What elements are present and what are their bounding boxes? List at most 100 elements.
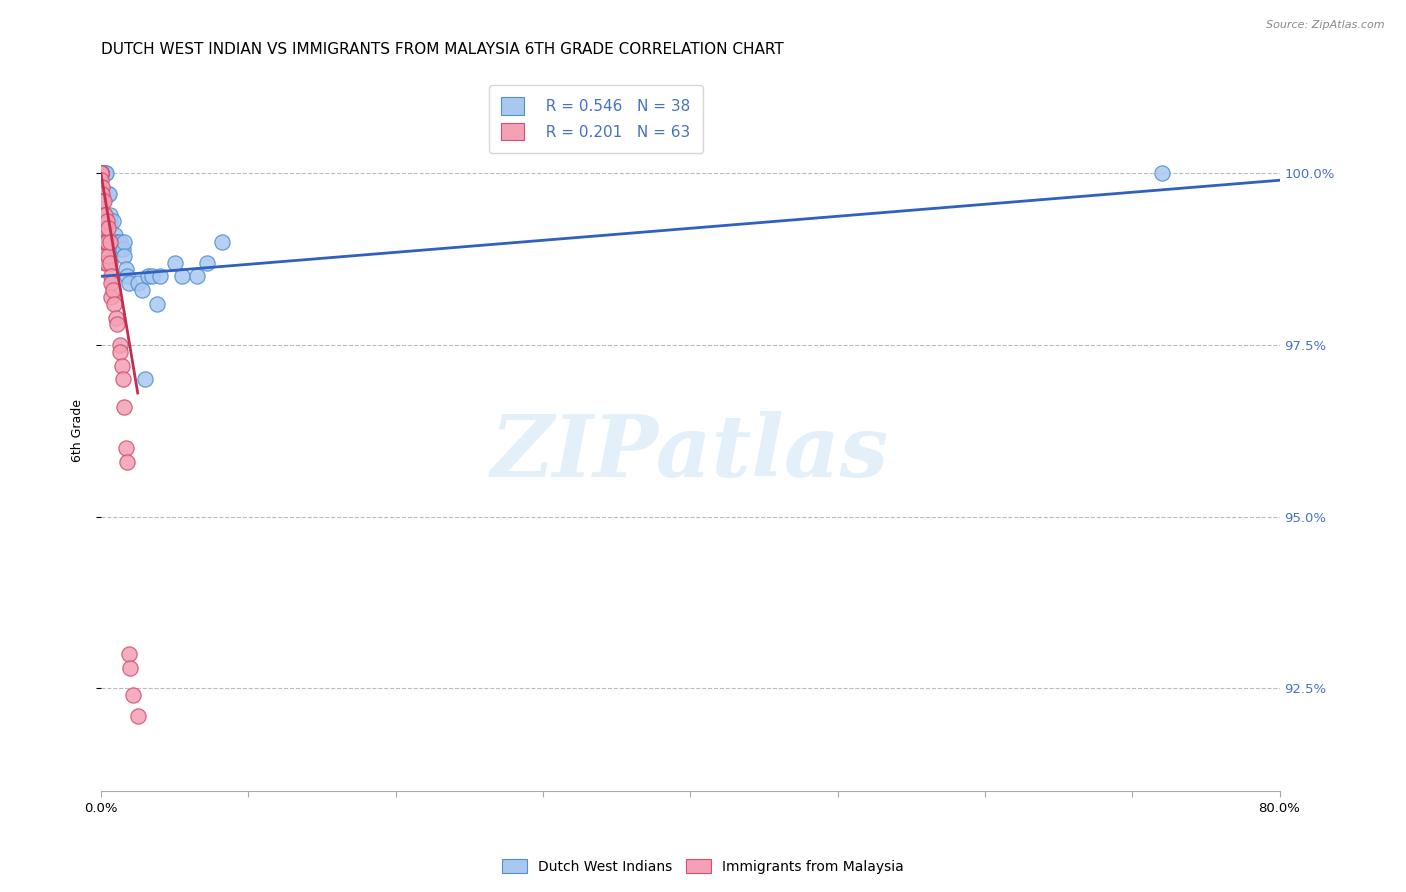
Point xyxy=(122,688,145,702)
Point xyxy=(91,194,114,208)
Point xyxy=(94,235,117,249)
Point xyxy=(96,214,118,228)
Point xyxy=(103,214,125,228)
Point xyxy=(114,249,136,263)
Point xyxy=(98,235,121,249)
Point xyxy=(146,297,169,311)
Legend: Dutch West Indians, Immigrants from Malaysia: Dutch West Indians, Immigrants from Mala… xyxy=(495,852,911,880)
Point xyxy=(96,186,118,201)
Point xyxy=(90,166,112,180)
Point xyxy=(107,242,129,256)
Point xyxy=(136,269,159,284)
Point xyxy=(114,400,136,414)
Point xyxy=(90,208,112,222)
Point xyxy=(108,344,131,359)
Point xyxy=(108,338,131,352)
Point xyxy=(93,249,115,263)
Point xyxy=(90,242,112,256)
Point xyxy=(90,166,112,180)
Point xyxy=(127,708,149,723)
Text: DUTCH WEST INDIAN VS IMMIGRANTS FROM MALAYSIA 6TH GRADE CORRELATION CHART: DUTCH WEST INDIAN VS IMMIGRANTS FROM MAL… xyxy=(101,42,783,57)
Point xyxy=(90,235,112,249)
Point xyxy=(90,166,112,180)
Point xyxy=(131,283,153,297)
Point xyxy=(105,318,128,332)
Point xyxy=(93,194,115,208)
Point xyxy=(114,235,136,249)
Legend:   R = 0.546   N = 38,   R = 0.201   N = 63: R = 0.546 N = 38, R = 0.201 N = 63 xyxy=(489,86,703,153)
Point xyxy=(98,214,121,228)
Point xyxy=(90,166,112,180)
Point xyxy=(93,235,115,249)
Point xyxy=(93,208,115,222)
Point xyxy=(90,166,112,180)
Point xyxy=(104,310,127,325)
Point xyxy=(90,228,112,243)
Point xyxy=(98,186,121,201)
Point xyxy=(94,221,117,235)
Point xyxy=(94,255,117,269)
Point xyxy=(91,208,114,222)
Point xyxy=(186,269,208,284)
Point xyxy=(97,221,120,235)
Point xyxy=(93,221,115,235)
Point xyxy=(117,455,139,469)
Point xyxy=(91,235,114,249)
Point xyxy=(90,180,112,194)
Point xyxy=(134,372,156,386)
Point xyxy=(115,262,138,277)
Point xyxy=(100,214,122,228)
Point xyxy=(91,228,114,243)
Point xyxy=(98,255,121,269)
Point xyxy=(93,166,115,180)
Point xyxy=(100,208,122,222)
Point xyxy=(90,166,112,180)
Point xyxy=(97,249,120,263)
Point xyxy=(108,235,131,249)
Point xyxy=(104,235,127,249)
Point xyxy=(90,221,112,235)
Point xyxy=(94,208,117,222)
Point xyxy=(118,276,141,290)
Point xyxy=(100,269,122,284)
Point xyxy=(163,255,186,269)
Point xyxy=(111,242,134,256)
Point xyxy=(90,166,112,180)
Point xyxy=(93,166,115,180)
Y-axis label: 6th Grade: 6th Grade xyxy=(72,400,84,462)
Point xyxy=(101,283,124,297)
Point xyxy=(91,221,114,235)
Point xyxy=(115,441,138,455)
Point xyxy=(90,201,112,215)
Point xyxy=(90,166,112,180)
Point xyxy=(1150,166,1173,180)
Point xyxy=(90,166,112,180)
Text: ZIPatlas: ZIPatlas xyxy=(491,410,889,494)
Point xyxy=(90,186,112,201)
Point xyxy=(170,269,193,284)
Point xyxy=(94,166,117,180)
Point xyxy=(111,372,134,386)
Point xyxy=(96,235,118,249)
Point xyxy=(90,214,112,228)
Point xyxy=(105,235,128,249)
Point xyxy=(211,235,233,249)
Point xyxy=(90,166,112,180)
Point xyxy=(118,647,141,661)
Point xyxy=(90,166,112,180)
Point xyxy=(103,297,125,311)
Point xyxy=(149,269,172,284)
Point xyxy=(120,660,142,674)
Point xyxy=(104,228,127,243)
Point xyxy=(91,214,114,228)
Point xyxy=(195,255,218,269)
Point xyxy=(127,276,149,290)
Point xyxy=(96,255,118,269)
Point xyxy=(90,166,112,180)
Point xyxy=(100,276,122,290)
Point xyxy=(91,180,114,194)
Point xyxy=(110,359,132,373)
Point xyxy=(90,166,112,180)
Point xyxy=(117,269,139,284)
Point xyxy=(141,269,163,284)
